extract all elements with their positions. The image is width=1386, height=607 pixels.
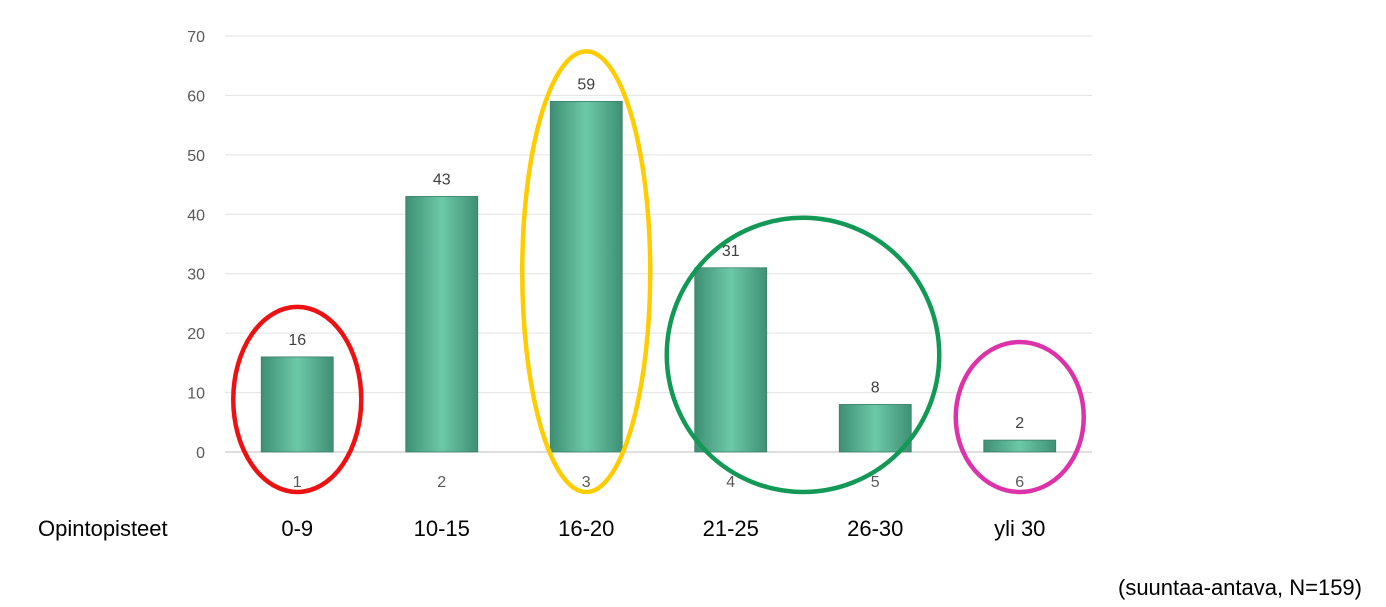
y-tick-label: 70 [187, 29, 205, 46]
category-label: 2 [437, 474, 446, 491]
gridlines [225, 35, 1092, 453]
range-label: 10-15 [414, 516, 470, 541]
y-tick-label: 60 [187, 88, 205, 105]
data-label: 31 [722, 243, 740, 260]
y-tick-label: 10 [187, 386, 205, 403]
data-label: 2 [1015, 415, 1024, 432]
range-label: 21-25 [703, 516, 759, 541]
bar [983, 439, 1057, 453]
range-label: 16-20 [558, 516, 614, 541]
category-label: 4 [726, 474, 735, 491]
range-label: 26-30 [847, 516, 903, 541]
data-labels: 16 43 59 31 8 2 [288, 76, 1024, 432]
range-label: 0-9 [281, 516, 313, 541]
highlight-ellipse [520, 49, 653, 495]
y-tick-label: 50 [187, 148, 205, 165]
bar [838, 404, 912, 453]
y-axis-ticks: 0 10 20 30 40 50 60 70 [187, 29, 205, 462]
category-label: 1 [293, 474, 302, 491]
y-tick-label: 40 [187, 207, 205, 224]
category-labels: 1 2 3 4 5 6 [293, 474, 1025, 491]
highlight-ellipses [231, 49, 1086, 495]
data-label: 8 [871, 379, 880, 396]
bar [694, 267, 768, 453]
sample-note: (suuntaa-antava, N=159) [1118, 575, 1362, 600]
row-label: Opintopisteet [38, 516, 168, 541]
data-label: 16 [288, 332, 306, 349]
category-label: 3 [582, 474, 591, 491]
highlight-ellipse [231, 304, 364, 495]
bars [260, 100, 1057, 453]
highlight-ellipse [953, 339, 1086, 495]
y-tick-label: 0 [196, 445, 205, 462]
y-tick-label: 30 [187, 267, 205, 284]
bar [549, 100, 623, 453]
range-row: Opintopisteet 0-9 10-15 16-20 21-25 26-30 yli… [38, 516, 1045, 541]
category-label: 6 [1015, 474, 1024, 491]
category-label: 5 [871, 474, 880, 491]
data-label: 43 [433, 171, 451, 188]
y-tick-label: 20 [187, 326, 205, 343]
bar [260, 356, 334, 453]
range-label: yli 30 [994, 516, 1045, 541]
highlight-ellipse [664, 215, 942, 495]
bar [405, 196, 479, 453]
data-label: 59 [577, 76, 595, 93]
